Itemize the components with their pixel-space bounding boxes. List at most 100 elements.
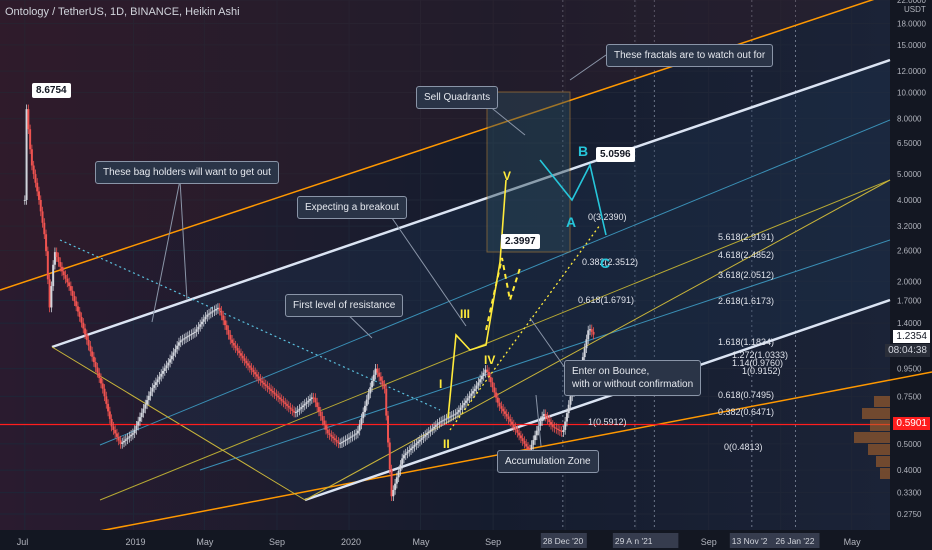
candle-body xyxy=(541,416,544,422)
candle-body xyxy=(353,434,356,436)
candle-body xyxy=(183,338,186,340)
candle-body xyxy=(156,379,159,383)
candle-body xyxy=(291,409,294,411)
y-tick-label: 2.0000 xyxy=(897,277,922,286)
candle-body xyxy=(177,342,180,346)
candle-body xyxy=(509,419,512,422)
candle-body xyxy=(489,377,492,383)
candle-body xyxy=(351,435,354,437)
candle-body xyxy=(123,440,126,443)
candle-body xyxy=(367,393,370,400)
downtrend-line xyxy=(59,239,441,411)
candle-body xyxy=(278,397,281,400)
candle-body xyxy=(273,392,276,395)
candle-body xyxy=(534,435,537,441)
y-tick-label: 22.0000 xyxy=(897,0,926,5)
candle-body xyxy=(438,422,441,424)
candle-body xyxy=(232,342,235,346)
yellow-diagonal xyxy=(304,179,891,501)
candle-body xyxy=(300,407,303,409)
candle-body xyxy=(227,329,230,335)
volume-profile-bar xyxy=(880,468,890,479)
candle-body xyxy=(277,395,280,398)
candle-body xyxy=(36,182,39,192)
channel-mid-line xyxy=(199,239,891,471)
candle-body xyxy=(68,282,71,287)
y-tick-label: 3.2000 xyxy=(897,222,922,231)
candle-body xyxy=(457,409,460,413)
candle-body xyxy=(130,434,133,437)
candle-body xyxy=(358,424,361,431)
fib-level-label: 5.618(2.9191) xyxy=(718,232,774,242)
candle-body xyxy=(282,400,285,403)
candle-body xyxy=(186,336,189,338)
y-tick-label: 10.0000 xyxy=(897,88,926,97)
candle-body xyxy=(562,429,565,433)
candle-body xyxy=(298,408,301,411)
callout-leader-line xyxy=(535,394,542,447)
candle-body xyxy=(255,374,258,377)
price-label-box: 5.0596 xyxy=(596,147,635,162)
candle-body xyxy=(271,390,274,393)
candle-body xyxy=(76,306,79,312)
candle-body xyxy=(565,413,568,422)
wave-label-I: I xyxy=(439,377,442,391)
candle-body xyxy=(229,334,232,340)
candle-body xyxy=(91,351,94,357)
candle-body xyxy=(410,448,413,451)
candle-body xyxy=(399,464,402,471)
candle-body xyxy=(503,411,506,414)
candle-body xyxy=(307,400,310,403)
candle-body xyxy=(496,397,499,403)
candle-body xyxy=(518,432,521,436)
candle-body xyxy=(248,365,251,368)
candle-body xyxy=(138,417,141,422)
chart-annotation: These bag holders will want to get out xyxy=(95,161,279,184)
candle-body xyxy=(234,345,237,349)
candle-body xyxy=(220,310,223,316)
main-channel-top xyxy=(51,58,891,349)
candle-body xyxy=(557,428,560,430)
fib-level-label: 0.618(0.7495) xyxy=(718,390,774,400)
candle-body xyxy=(114,429,117,434)
candle-body xyxy=(436,423,439,426)
candle-body xyxy=(431,428,434,431)
candle-body xyxy=(454,413,457,415)
fib-level-label: 0.382(2.3512) xyxy=(582,257,638,267)
candle-body xyxy=(259,378,262,381)
candle-body xyxy=(170,355,173,360)
candle-body xyxy=(293,410,296,413)
candle-body xyxy=(558,429,561,431)
candle-body xyxy=(262,382,265,385)
candle-body xyxy=(525,443,528,447)
candle-body xyxy=(161,371,164,374)
candle-body xyxy=(456,412,459,414)
candle-body xyxy=(48,279,51,308)
callout-leader-line xyxy=(391,217,467,327)
fib-level-label: 0.382(0.6471) xyxy=(718,407,774,417)
candle-body xyxy=(511,421,514,425)
candle-body xyxy=(66,278,69,283)
chart-annotation: Sell Quadrants xyxy=(416,86,499,109)
candle-body xyxy=(128,436,131,438)
candle-body xyxy=(153,385,156,388)
candle-body xyxy=(443,419,446,421)
candle-body xyxy=(257,376,260,379)
candle-body xyxy=(131,433,134,435)
fib-level-label: 0.618(1.6791) xyxy=(578,295,634,305)
candle-body xyxy=(286,404,289,406)
candle-body xyxy=(209,312,212,314)
candle-body xyxy=(323,420,326,426)
y-tick-label: 0.4000 xyxy=(897,466,922,475)
outer-channel-bottom xyxy=(0,371,932,550)
candle-body xyxy=(555,427,558,429)
candle-body xyxy=(261,380,264,383)
yellow-diagonal xyxy=(51,346,306,501)
wave-label-III: III xyxy=(460,307,470,321)
candle-body xyxy=(333,438,336,440)
candle-body xyxy=(472,391,475,394)
x-date-badge-label: n '21 xyxy=(634,536,652,546)
fib-level-label: 0(3.2390) xyxy=(588,212,627,222)
candle-body xyxy=(154,382,157,386)
